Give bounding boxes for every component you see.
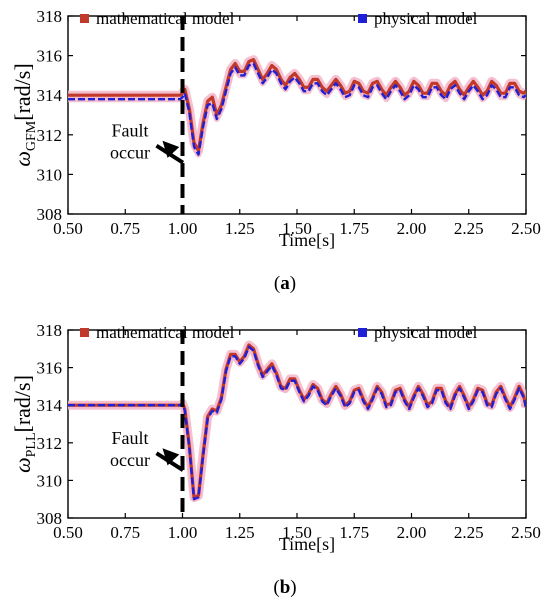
- y-tick-label: 314: [37, 86, 63, 105]
- legend-label: mathematical model: [96, 9, 235, 28]
- x-tick-label: 1.25: [225, 219, 255, 238]
- annotation-text: Fault: [111, 121, 148, 141]
- annotation-arrow-head: [162, 448, 180, 466]
- plot-frame: [67, 15, 527, 215]
- panel-caption: (b): [273, 577, 296, 598]
- y-tick-label: 312: [37, 126, 63, 145]
- y-tick-label: 314: [37, 396, 63, 415]
- y-axis-unit: [rad/s]: [10, 375, 35, 432]
- panel-caption-close: ): [290, 577, 296, 598]
- legend-label: mathematical model: [96, 323, 235, 342]
- y-axis-subscript: PLL: [24, 432, 39, 457]
- x-tick-label: 2.25: [454, 219, 484, 238]
- series-line-physical-model: [68, 62, 526, 156]
- y-tick-label: 316: [37, 359, 63, 378]
- y-tick-label: 316: [37, 47, 63, 66]
- x-tick-label: 0.50: [53, 523, 83, 542]
- x-tick-label: 0.50: [53, 219, 83, 238]
- series-line-physical-model: [68, 345, 526, 501]
- x-axis-label: Time[s]: [279, 230, 335, 250]
- panel-caption-close: ): [290, 273, 296, 294]
- y-tick-label: 308: [37, 509, 63, 528]
- x-axis-label: Time[s]: [279, 534, 335, 554]
- annotation-arrow-head: [162, 140, 180, 158]
- plot-area: [68, 55, 526, 158]
- x-tick-label: 2.00: [397, 523, 427, 542]
- legend-swatch: [80, 14, 89, 23]
- y-axis-symbol: ω: [10, 457, 35, 473]
- chart-panel-a: 308 310 312 314 316 318 0.50 0.75 1.00 1.25 1.50 1.…: [10, 7, 541, 294]
- legend-swatch: [358, 328, 367, 337]
- x-tick-label: 0.75: [110, 219, 140, 238]
- y-axis-label: ωGFM[rad/s]: [10, 63, 39, 166]
- x-tick-label: 0.75: [110, 523, 140, 542]
- series-line-mathematical-model: [68, 343, 526, 499]
- legend-label: physical model: [374, 9, 478, 28]
- series-halo: [68, 340, 526, 502]
- y-tick-label: 310: [37, 471, 63, 490]
- legend-swatch: [358, 14, 367, 23]
- y-tick-label: 312: [37, 434, 63, 453]
- y-tick-label: 308: [37, 205, 63, 224]
- y-axis-symbol: ω: [10, 151, 35, 167]
- x-tick-label: 1.75: [339, 523, 369, 542]
- y-tick-label: 318: [37, 321, 63, 340]
- y-tick-label: 318: [37, 7, 63, 26]
- x-tick-label: 1.75: [339, 219, 369, 238]
- panel-caption-open: (: [273, 577, 279, 598]
- x-tick-label: 1.50: [282, 219, 312, 238]
- x-tick-label: 2.25: [454, 523, 484, 542]
- x-tick-label: 2.00: [397, 219, 427, 238]
- x-tick-label: 1.50: [282, 523, 312, 542]
- annotation-text: occur: [110, 143, 150, 163]
- y-axis-subscript: GFM: [24, 120, 39, 151]
- x-tick-label: 2.50: [511, 523, 541, 542]
- y-axis-unit: [rad/s]: [10, 63, 35, 120]
- panel-caption-letter: a: [280, 273, 290, 294]
- legend-label: physical model: [374, 323, 478, 342]
- plot-frame: [67, 329, 527, 519]
- panel-caption: (a): [274, 273, 296, 294]
- series-halo: [68, 343, 526, 503]
- x-tick-label: 1.00: [168, 523, 198, 542]
- y-tick-label: 310: [37, 165, 63, 184]
- plot-area: [68, 340, 526, 503]
- chart-panel-b: 308 310 312 314 316 318 0.50 0.75 1.00 1.25 1.50 1.…: [10, 321, 541, 598]
- legend-swatch: [80, 328, 89, 337]
- x-tick-label: 1.00: [168, 219, 198, 238]
- annotation-text: occur: [110, 450, 150, 470]
- series-line-mathematical-model: [68, 57, 526, 153]
- annotation-text: Fault: [111, 428, 148, 448]
- x-tick-label: 1.25: [225, 523, 255, 542]
- panel-caption-open: (: [274, 273, 280, 294]
- y-axis-label: ωPLL[rad/s]: [10, 375, 39, 473]
- panel-caption-letter: b: [280, 577, 291, 598]
- x-tick-label: 2.50: [511, 219, 541, 238]
